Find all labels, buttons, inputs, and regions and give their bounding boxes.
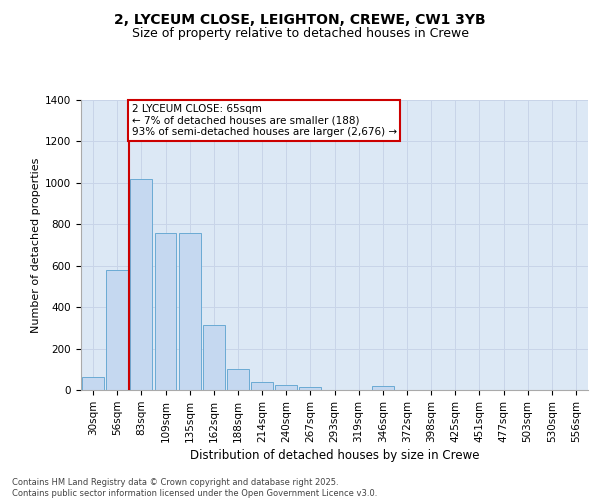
Bar [275,385,297,390]
Bar [106,270,128,390]
Text: Contains HM Land Registry data © Crown copyright and database right 2025.
Contai: Contains HM Land Registry data © Crown c… [12,478,377,498]
Text: 2 LYCEUM CLOSE: 65sqm
← 7% of detached houses are smaller (188)
93% of semi-deta: 2 LYCEUM CLOSE: 65sqm ← 7% of detached h… [132,104,397,138]
Y-axis label: Number of detached properties: Number of detached properties [31,158,41,332]
Bar [130,178,152,390]
Bar [227,370,249,390]
Bar [155,232,176,390]
Bar [179,232,200,390]
Bar [299,387,321,390]
Bar [203,325,224,390]
Text: Size of property relative to detached houses in Crewe: Size of property relative to detached ho… [131,28,469,40]
Bar [251,382,273,390]
Bar [82,376,104,390]
Bar [372,386,394,390]
Text: 2, LYCEUM CLOSE, LEIGHTON, CREWE, CW1 3YB: 2, LYCEUM CLOSE, LEIGHTON, CREWE, CW1 3Y… [114,12,486,26]
X-axis label: Distribution of detached houses by size in Crewe: Distribution of detached houses by size … [190,449,479,462]
